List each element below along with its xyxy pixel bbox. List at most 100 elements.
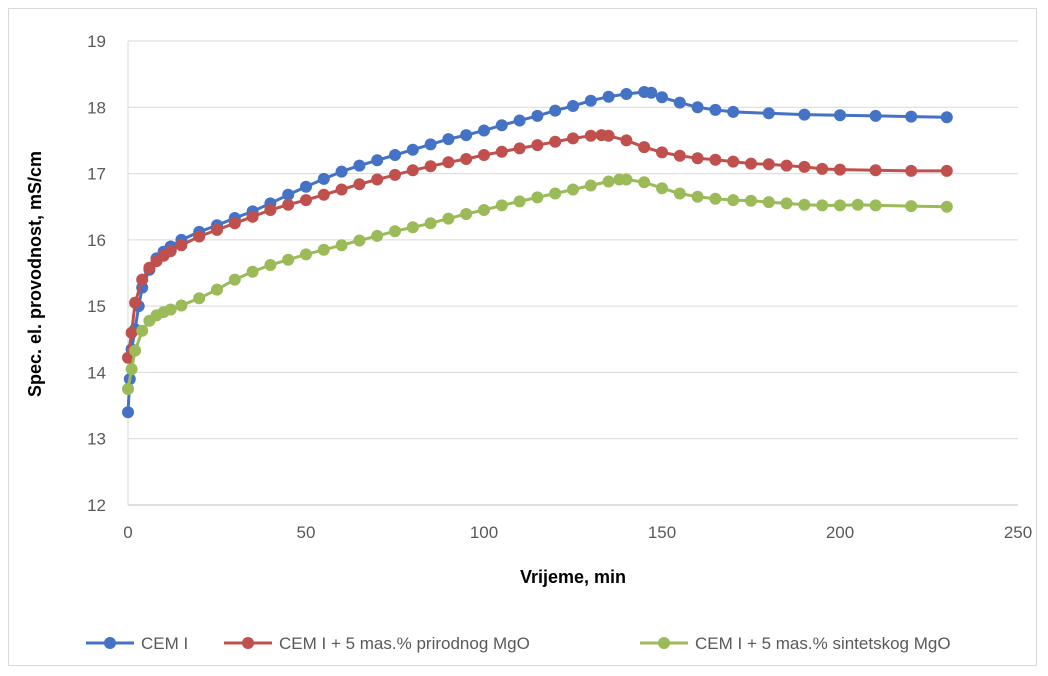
data-point [620,88,633,100]
data-point [424,217,437,230]
data-point [317,243,330,256]
x-tick-label: 250 [1004,523,1032,542]
data-point [353,178,366,191]
data-point [691,101,704,114]
data-point [531,109,544,122]
data-point [798,108,811,121]
data-point [762,196,775,209]
data-point [460,129,473,142]
x-tick-label: 50 [297,523,316,542]
legend-swatch-marker [104,637,116,649]
x-tick-label: 0 [123,523,132,542]
data-point [798,198,811,211]
data-point [620,173,633,186]
data-point [175,239,188,252]
data-point [389,149,401,161]
data-point [869,164,882,177]
data-point [495,145,508,158]
data-point [300,194,312,207]
data-point [406,164,419,177]
data-point [282,188,295,201]
y-axis-title: Spec. el. provodnost, mS/cm [25,151,45,397]
data-point [317,188,330,201]
data-point [264,204,277,216]
data-point [513,142,526,155]
data-point [762,158,775,171]
data-point [371,154,384,167]
data-point [122,383,134,395]
data-point [371,173,384,186]
data-point [246,265,259,278]
series-2 [122,129,953,364]
legend-swatch-marker [242,637,254,649]
legend-item-1: CEM I [86,634,188,653]
data-point [300,180,312,193]
legend-label: CEM I + 5 mas.% sintetskog MgO [695,634,951,653]
data-point [335,165,348,178]
data-point [940,111,953,124]
data-point [567,100,579,112]
y-tick-label: 14 [87,363,106,382]
data-point [129,296,142,309]
data-point [816,199,829,212]
data-point [602,129,615,142]
data-point [175,299,188,312]
y-tick-label: 13 [87,430,106,449]
data-point [282,253,295,266]
data-point [905,200,918,213]
data-point [193,292,206,305]
data-point [264,259,277,271]
data-point [905,110,918,123]
data-point [709,192,722,205]
data-point [638,141,651,154]
data-point [645,86,658,99]
legend-label: CEM I + 5 mas.% prirodnog MgO [279,634,530,653]
data-point [816,162,829,175]
legend-label: CEM I [141,634,188,653]
x-axis-title: Vrijeme, min [520,567,626,587]
data-point [656,146,668,159]
data-point [478,124,490,137]
data-point [300,248,312,261]
data-point [869,199,882,212]
data-point [129,344,142,357]
data-point [673,96,686,109]
legend: CEM I CEM I + 5 mas.% prirodnog MgO CEM I … [86,634,951,653]
data-point [424,138,437,151]
data-point [691,152,704,165]
data-point [228,273,241,286]
data-point [869,109,882,122]
data-point [406,221,419,234]
data-point [389,168,401,181]
series-1 [122,86,953,419]
data-point [727,155,740,168]
data-point [317,172,330,185]
y-tick-label: 15 [87,297,106,316]
data-point [406,143,419,156]
data-point [211,223,223,236]
data-point [709,103,722,116]
y-tick-label: 19 [87,32,106,51]
data-point [478,204,490,216]
data-point [460,208,473,220]
data-point [745,157,757,170]
data-point [691,190,704,203]
data-point [495,119,508,132]
data-point [780,197,793,210]
data-point [122,406,134,419]
data-point [584,94,597,107]
data-point [228,217,241,230]
data-point [531,191,544,204]
data-point [136,324,149,337]
data-point [164,303,177,316]
data-point [136,273,149,286]
axes [127,41,1018,506]
data-point [745,194,757,207]
data-point [211,283,223,296]
data-point [478,149,490,161]
data-point [164,245,177,258]
data-point [513,195,526,208]
data-point [851,198,864,211]
series-3 [122,173,953,395]
